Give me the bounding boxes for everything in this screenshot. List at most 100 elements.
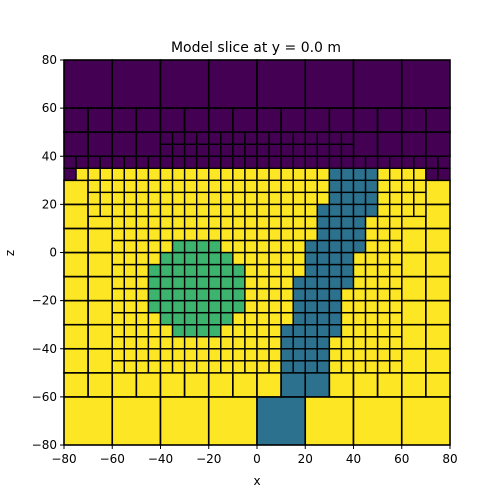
mesh-cell <box>304 155 319 169</box>
mesh-cell <box>364 215 379 230</box>
mesh-cell <box>364 155 379 169</box>
mesh-cell <box>304 396 355 446</box>
mesh-cell <box>376 155 391 169</box>
mesh-cell <box>208 155 222 169</box>
mesh-cell <box>316 203 331 218</box>
mesh-cell <box>220 336 234 350</box>
mesh-cell <box>400 227 427 254</box>
chart-title: Model slice at y = 0.0 m <box>171 40 341 56</box>
mesh-cell <box>135 215 150 230</box>
mesh-cell <box>232 203 246 218</box>
mesh-cell <box>183 239 198 254</box>
mesh-cell <box>159 239 174 254</box>
mesh-cell <box>256 59 307 109</box>
mesh-cell <box>183 336 198 350</box>
mesh-cell <box>340 143 355 157</box>
mesh-cell <box>352 372 379 398</box>
mesh-cell <box>159 251 174 266</box>
mesh-cell <box>232 107 258 133</box>
mesh-cell <box>244 336 258 350</box>
mesh-cell <box>159 323 174 338</box>
mesh-cell <box>63 203 89 230</box>
mesh-cell <box>280 167 294 182</box>
mesh-cell <box>364 179 379 194</box>
mesh-cell <box>401 167 415 182</box>
mesh-cell <box>183 360 198 374</box>
mesh-cell <box>244 143 258 157</box>
mesh-cell <box>244 275 258 290</box>
mesh-cell <box>220 203 234 218</box>
mesh-cell <box>413 191 427 206</box>
mesh-cell <box>268 360 282 374</box>
mesh-cell <box>208 336 222 350</box>
mesh-cell <box>123 336 138 350</box>
mesh-cell <box>195 311 210 326</box>
mesh-cell <box>316 251 331 266</box>
mesh-cell <box>171 203 186 218</box>
mesh-cell <box>292 227 306 242</box>
mesh-cell <box>352 275 367 290</box>
mesh-cell <box>413 203 427 218</box>
mesh-cell <box>159 59 210 109</box>
mesh-cell <box>135 251 150 266</box>
mesh-cell <box>280 287 294 302</box>
mesh-cell <box>340 323 355 338</box>
mesh-cell <box>232 179 246 194</box>
mesh-cell <box>123 215 138 230</box>
mesh-cell <box>268 131 282 145</box>
mesh-cell <box>316 167 331 182</box>
mesh-cell <box>292 155 306 169</box>
mesh-cell <box>280 263 294 278</box>
mesh-cell <box>195 239 210 254</box>
mesh-cell <box>123 191 138 206</box>
mesh-cell <box>147 275 162 290</box>
mesh-cell <box>256 323 270 338</box>
mesh-cell <box>159 203 174 218</box>
y-tick-label: 60 <box>42 101 57 115</box>
mesh-cell <box>425 323 451 350</box>
mesh-cell <box>328 336 343 350</box>
mesh-cell <box>159 348 174 362</box>
mesh-cell <box>364 348 379 362</box>
mesh-cell <box>159 336 174 350</box>
mesh-cell <box>256 107 282 133</box>
mesh-cell <box>75 167 89 182</box>
mesh-cell <box>352 227 367 242</box>
mesh-cell <box>244 348 258 362</box>
mesh-cell <box>376 179 391 194</box>
mesh-cell <box>292 143 306 157</box>
mesh-cell <box>123 348 138 362</box>
mesh-cell <box>183 311 198 326</box>
mesh-cell <box>195 299 210 314</box>
mesh-cell <box>256 299 270 314</box>
mesh-cell <box>232 287 246 302</box>
mesh-cell <box>388 155 403 169</box>
y-tick-label: −60 <box>32 390 57 404</box>
mesh-cell <box>400 396 451 446</box>
mesh-cell <box>171 287 186 302</box>
mesh-cell <box>111 203 126 218</box>
mesh-cell <box>123 239 138 254</box>
mesh-cell <box>159 263 174 278</box>
mesh-cell <box>268 167 282 182</box>
mesh-cell <box>292 336 306 350</box>
mesh-cell <box>268 287 282 302</box>
mesh-cell <box>171 239 186 254</box>
mesh-cell <box>135 348 150 362</box>
mesh-cell <box>328 131 343 145</box>
mesh-cell <box>376 131 403 158</box>
mesh-cell <box>256 227 270 242</box>
mesh-cell <box>195 215 210 230</box>
mesh-cell <box>111 107 138 133</box>
mesh-cell <box>316 348 331 362</box>
mesh-cell <box>87 203 101 218</box>
mesh-cell <box>195 155 210 169</box>
mesh-cell <box>183 215 198 230</box>
mesh-cell <box>364 323 379 338</box>
mesh-cell <box>425 179 451 206</box>
mesh-cell <box>232 360 246 374</box>
mesh-cell <box>195 179 210 194</box>
mesh-cell <box>256 311 270 326</box>
mesh-cell <box>208 299 222 314</box>
mesh-cell <box>352 215 367 230</box>
